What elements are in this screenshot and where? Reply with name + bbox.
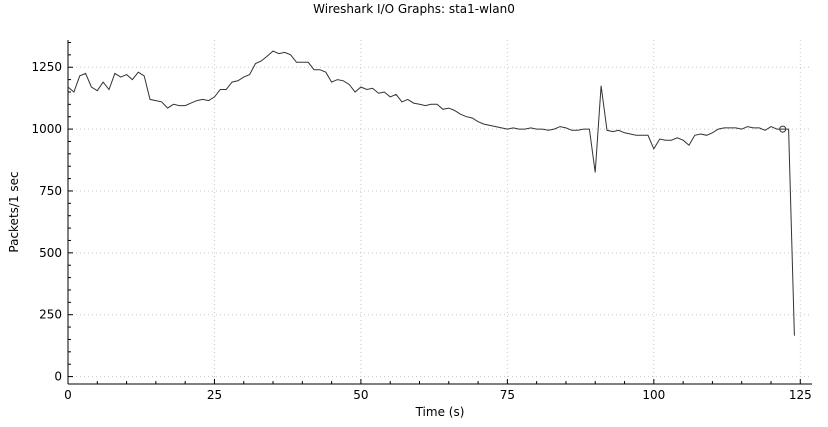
- axes: [67, 40, 812, 385]
- y-tick-label: 500: [39, 246, 62, 260]
- y-tick-label: 750: [39, 184, 62, 198]
- series-layer: [67, 50, 795, 336]
- x-tick-label: 0: [64, 388, 72, 402]
- chart-title: Wireshark I/O Graphs: sta1-wlan0: [313, 2, 515, 16]
- x-tick-label: 125: [789, 388, 812, 402]
- y-tick-label: 250: [39, 308, 62, 322]
- y-tick-label: 1000: [31, 122, 62, 136]
- x-axis-label: Time (s): [415, 405, 465, 419]
- y-tick-label: 1250: [31, 60, 62, 74]
- x-tick-label: 25: [207, 388, 222, 402]
- x-tick-label: 75: [500, 388, 515, 402]
- series-line: [67, 50, 795, 336]
- selected-point-marker: [779, 125, 787, 133]
- x-tick-label: 50: [353, 388, 368, 402]
- y-axis-label: Packets/1 sec: [7, 171, 21, 252]
- x-tick-label: 100: [642, 388, 665, 402]
- grid-lines: [68, 40, 812, 384]
- y-tick-label: 0: [54, 370, 62, 384]
